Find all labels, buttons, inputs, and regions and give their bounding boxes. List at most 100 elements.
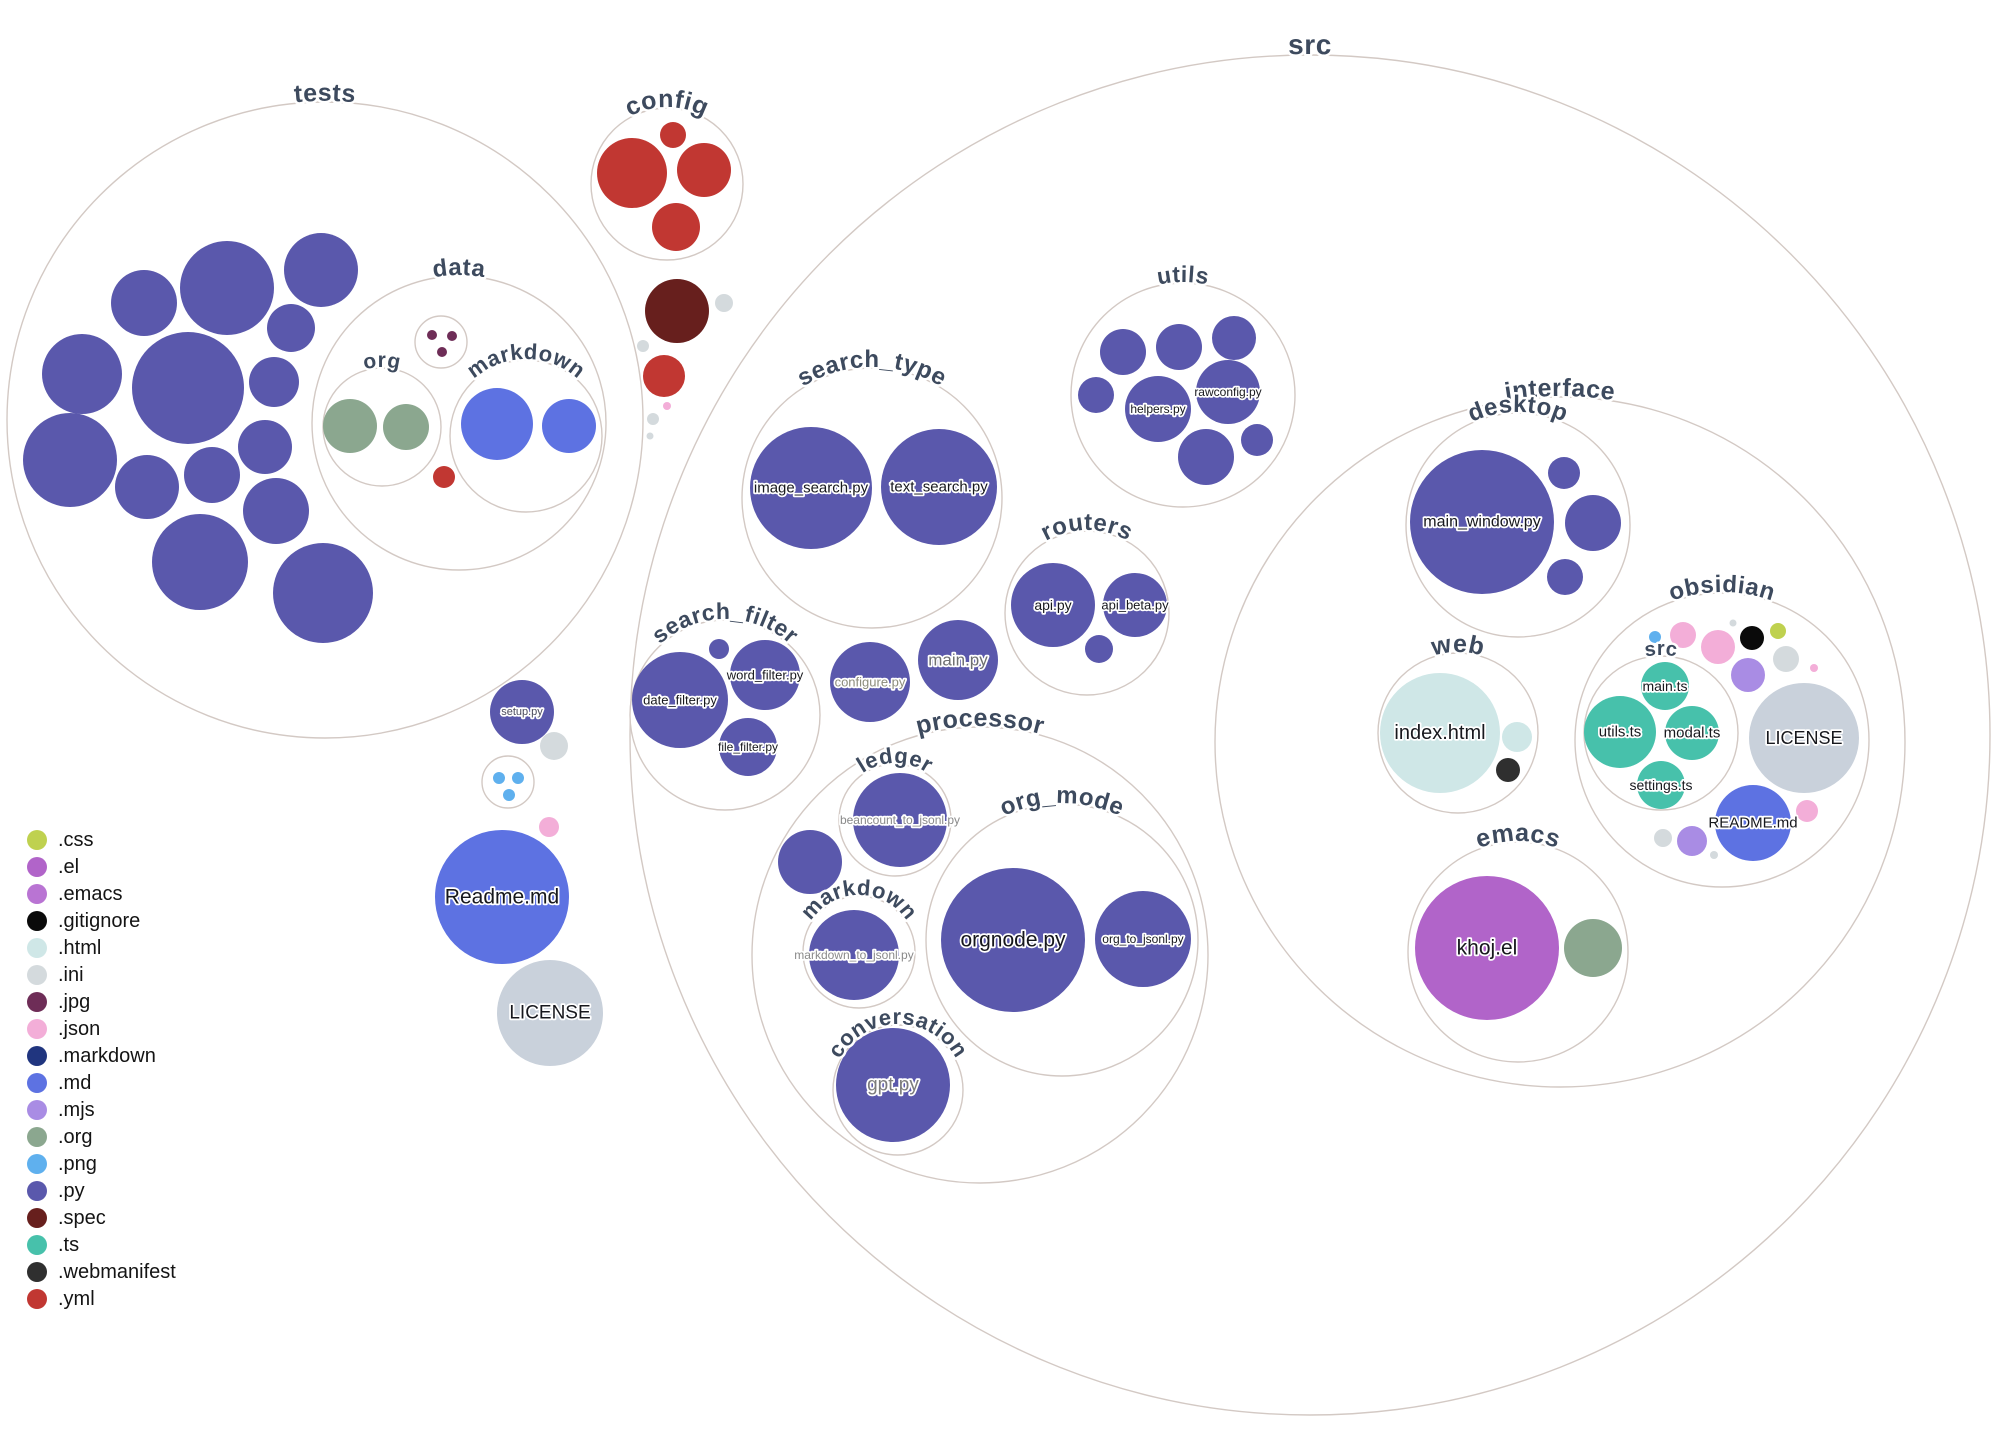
file-label-text_search.py: text_search.py [890,479,988,496]
file-dot.png [503,789,515,801]
file-dot.py [132,332,244,444]
legend-swatch-.json [27,1019,47,1039]
file-circle-gpt.py [836,1028,950,1142]
file-circle-LICENSE [1749,683,1859,793]
legend-item-.ini: .ini [27,964,84,986]
file-dot.org [323,399,377,453]
legend-label-.markdown: .markdown [58,1045,156,1067]
legend-item-.el: .el [27,856,79,878]
file-dot.json [663,402,671,410]
legend-swatch-.jpg [27,992,47,1012]
file-dot.py [284,233,358,307]
file-circle-org_to_jsonl.py [1095,891,1191,987]
legend-swatch-.mjs [27,1100,47,1120]
file-dot.webmanifest [1496,758,1520,782]
file-dot.py [111,270,177,336]
file-dot.jpg [447,331,457,341]
file-dot.org [383,404,429,450]
file-dot.py [1241,424,1273,456]
file-dot.py [1548,457,1580,489]
legend-label-.png: .png [58,1153,97,1175]
file-label-khoj.el: khoj.el [1457,937,1518,960]
file-dot.yml [652,203,700,251]
legend-item-.css: .css [27,829,94,851]
legend-swatch-.webmanifest [27,1262,47,1282]
folder-label-web: web [1428,630,1487,661]
legend-swatch-.html [27,938,47,958]
file-label-LICENSE: LICENSE [1765,728,1842,748]
file-dot.json [1701,630,1735,664]
file-dot.css [1770,623,1786,639]
legend-swatch-.markdown [27,1046,47,1066]
file-dot.png [1649,631,1661,643]
file-dot.gitignore [1740,626,1764,650]
legend-item-.md: .md [27,1072,91,1094]
file-dot.py [249,357,299,407]
file-dot.yml [660,122,686,148]
legend-swatch-.gitignore [27,911,47,931]
file-dot.py [778,830,842,894]
file-circle-file_filter.py [719,718,777,776]
file-dot.py [1547,559,1583,595]
file-dot.py [238,420,292,474]
file-label-file_filter.py: file_filter.py [718,740,778,754]
legend-item-.markdown: .markdown [27,1045,156,1067]
file-dot.html [1502,722,1532,752]
file-dot.ini [1729,619,1737,627]
legend-label-.jpg: .jpg [58,991,90,1013]
legend-item-.spec: .spec [27,1207,106,1229]
file-dot.mjs [1731,658,1765,692]
file-dot.png [512,772,524,784]
legend-swatch-.yml [27,1289,47,1309]
file-dot.py [709,639,729,659]
file-dot.py [267,304,315,352]
file-label-main.ts: main.ts [1642,678,1687,694]
file-dot.py [1100,329,1146,375]
file-circle-Readme.md [435,830,569,964]
file-dot.py [1085,635,1113,663]
legend-swatch-.css [27,830,47,850]
file-dot.org [1564,919,1622,977]
legend-label-.emacs: .emacs [58,883,122,905]
file-label-markdown_to_jsonl.py: markdown_to_jsonl.py [794,948,913,962]
folder-label-org: org [361,349,403,374]
legend-item-.json: .json [27,1018,100,1040]
legend-item-.py: .py [27,1180,85,1202]
file-dot.spec [645,279,709,343]
legend-label-.css: .css [58,829,94,851]
file-circle-api.py [1011,563,1095,647]
file-dot.md [542,399,596,453]
file-dot.yml [677,143,731,197]
folder-label-src-root: src [1288,29,1332,60]
file-circle-word_filter.py [730,640,800,710]
file-circle-modal.ts [1665,706,1719,760]
file-label-orgnode.py: orgnode.py [960,929,1066,952]
file-dot.json [1796,800,1818,822]
file-label-rawconfig.py: rawconfig.py [1194,385,1261,399]
file-label-Readme.md: Readme.md [445,886,559,909]
file-dot.ini [1654,829,1672,847]
folder-label-src-obsidian: src [1643,638,1679,661]
legend-label-.html: .html [58,937,101,959]
file-label-utils.ts: utils.ts [1599,724,1642,741]
file-label-org_to_jsonl.py: org_to_jsonl.py [1102,932,1183,946]
legend-item-.gitignore: .gitignore [27,910,140,932]
file-circle-LICENSE [497,960,603,1066]
legend-item-.jpg: .jpg [27,991,90,1013]
file-circle-main_window.py [1410,450,1554,594]
file-label-README.md: README.md [1708,815,1797,832]
legend-swatch-.spec [27,1208,47,1228]
file-label-api.py: api.py [1034,597,1071,613]
legend-label-.json: .json [58,1018,100,1040]
file-dot.ini [637,340,649,352]
file-label-beancount_to_jsonl.py: beancount_to_jsonl.py [840,813,960,827]
folder-circle-org [322,367,442,487]
file-circle-date_filter.py [632,652,728,748]
file-dot.py [1078,377,1114,413]
legend-item-.org: .org [27,1126,92,1148]
file-circle-main.ts [1641,662,1689,710]
legend-label-.org: .org [58,1126,92,1148]
file-label-date_filter.py: date_filter.py [643,693,717,708]
file-circle-helpers.py [1125,376,1191,442]
